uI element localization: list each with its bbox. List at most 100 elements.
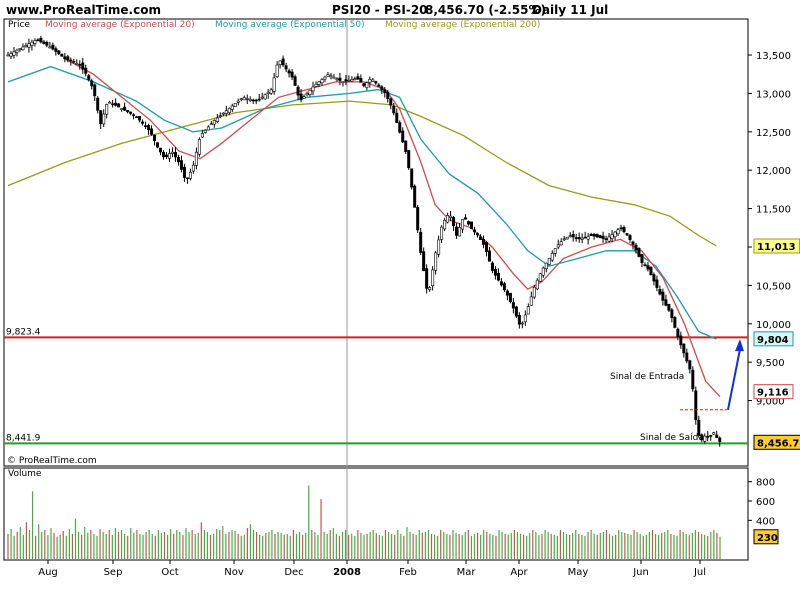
candle-body-160	[484, 242, 488, 252]
candle-body-174	[526, 306, 530, 315]
candle-body-217	[655, 279, 659, 288]
candle-body-25	[81, 62, 85, 70]
candle-body-63	[194, 151, 198, 166]
candle-body-132	[401, 130, 405, 143]
month-label-9: May	[568, 567, 589, 578]
candle-body-46	[144, 125, 148, 127]
candle-body-14	[48, 46, 52, 49]
candle-body-16	[54, 48, 58, 52]
candle-body-52	[162, 151, 166, 158]
reference-line-label-1: 8,441.9	[6, 433, 41, 443]
candle-body-50	[156, 142, 160, 148]
candle-body-20	[66, 56, 70, 61]
price-tick-label-4: 11,500	[756, 205, 791, 216]
candle-body-168	[508, 292, 512, 302]
candle-body-150	[455, 226, 459, 236]
candle-body-214	[646, 265, 650, 270]
candle-body-159	[481, 239, 485, 245]
candle-body-233	[703, 435, 707, 442]
candle-body-128	[389, 98, 393, 106]
candle-body-156	[473, 229, 477, 233]
candle-body-97	[296, 86, 300, 96]
candle-body-228	[688, 360, 692, 370]
candle-body-177	[535, 279, 539, 290]
candle-body-224	[676, 328, 680, 338]
period-readout: Daily 11 Jul	[532, 3, 608, 17]
candle-body-43	[135, 116, 139, 119]
candle-body-171	[517, 314, 521, 325]
price-tick-label-2: 12,500	[756, 128, 791, 139]
candle-body-182	[550, 253, 554, 261]
price-tick-label-9: 9,000	[756, 397, 785, 408]
candle-body-164	[496, 272, 500, 281]
candle-body-209	[631, 241, 635, 245]
candle-body-121	[368, 79, 372, 83]
candle-body-106	[323, 76, 327, 80]
candle-body-203	[613, 231, 617, 238]
candle-body-173	[523, 314, 527, 323]
candle-body-166	[502, 283, 506, 291]
candle-body-231	[697, 419, 701, 436]
candle-body-201	[607, 236, 611, 242]
candle-body-17	[57, 50, 61, 55]
candle-body-192	[580, 237, 584, 240]
ema50-line	[7, 65, 717, 340]
candle-body-94	[287, 70, 291, 74]
volume-last-badge	[753, 529, 779, 545]
candle-body-155	[470, 221, 474, 229]
candle-body-19	[63, 56, 67, 60]
candle-body-10	[36, 39, 40, 42]
candle-body-202	[610, 234, 614, 239]
candle-body-59	[182, 166, 186, 178]
price-tick-label-1: 13,000	[756, 89, 791, 100]
reference-line-label-0: 9,823.4	[6, 327, 41, 337]
candle-body-146	[443, 219, 447, 230]
candle-body-141	[428, 287, 432, 291]
candle-body-216	[652, 274, 656, 282]
candle-body-65	[200, 133, 204, 138]
candle-body-181	[547, 257, 551, 265]
price-tick-label-0: 13,500	[756, 51, 791, 62]
candle-body-175	[529, 296, 533, 306]
candle-body-122	[371, 79, 375, 82]
candle-body-55	[170, 151, 174, 154]
candle-body-162	[490, 262, 494, 271]
candle-body-170	[514, 306, 518, 317]
price-panel	[3, 18, 749, 467]
volume-tick-label-1: 600	[756, 497, 775, 508]
candle-body-28	[90, 80, 94, 87]
candle-body-165	[499, 281, 503, 286]
candle-body-123	[374, 81, 378, 84]
candle-body-133	[404, 140, 408, 152]
candle-body-114	[347, 79, 351, 82]
month-label-7: Mar	[457, 567, 477, 578]
candle-body-161	[487, 250, 491, 262]
month-label-8: Apr	[510, 567, 528, 578]
candle-body-183	[553, 248, 557, 254]
candle-body-198	[598, 235, 602, 239]
value-badges: 11,013 9,804 9,116 8,456.70	[753, 238, 800, 450]
candle-body-53	[164, 154, 168, 158]
candle-body-227	[685, 352, 689, 362]
candle-body-124	[377, 84, 381, 87]
candle-body-29	[93, 84, 97, 97]
candle-body-32	[102, 113, 106, 125]
value-badge-label-0: 11,013	[757, 242, 796, 253]
candle-body-22	[72, 61, 76, 63]
candle-body-73	[224, 110, 228, 114]
candle-body-213	[643, 264, 647, 267]
candle-body-39	[123, 106, 127, 111]
candle-body-226	[682, 343, 686, 354]
candle-body-35	[111, 103, 115, 106]
month-label-5: 2008	[333, 567, 361, 578]
candle-body-136	[413, 185, 417, 208]
reference-lines: 9,823.4 8,441.9	[4, 327, 748, 445]
candle-body-24	[78, 64, 82, 66]
value-badge-3	[753, 434, 800, 450]
candle-body-27	[87, 75, 91, 80]
candle-body-99	[302, 96, 306, 99]
candle-body-139	[422, 251, 426, 272]
price-axis: 13,500 13,000 12,500 12,000 11,500 10,500 10,0…	[748, 51, 791, 408]
candle-body-199	[601, 235, 605, 239]
candle-body-44	[138, 116, 142, 121]
